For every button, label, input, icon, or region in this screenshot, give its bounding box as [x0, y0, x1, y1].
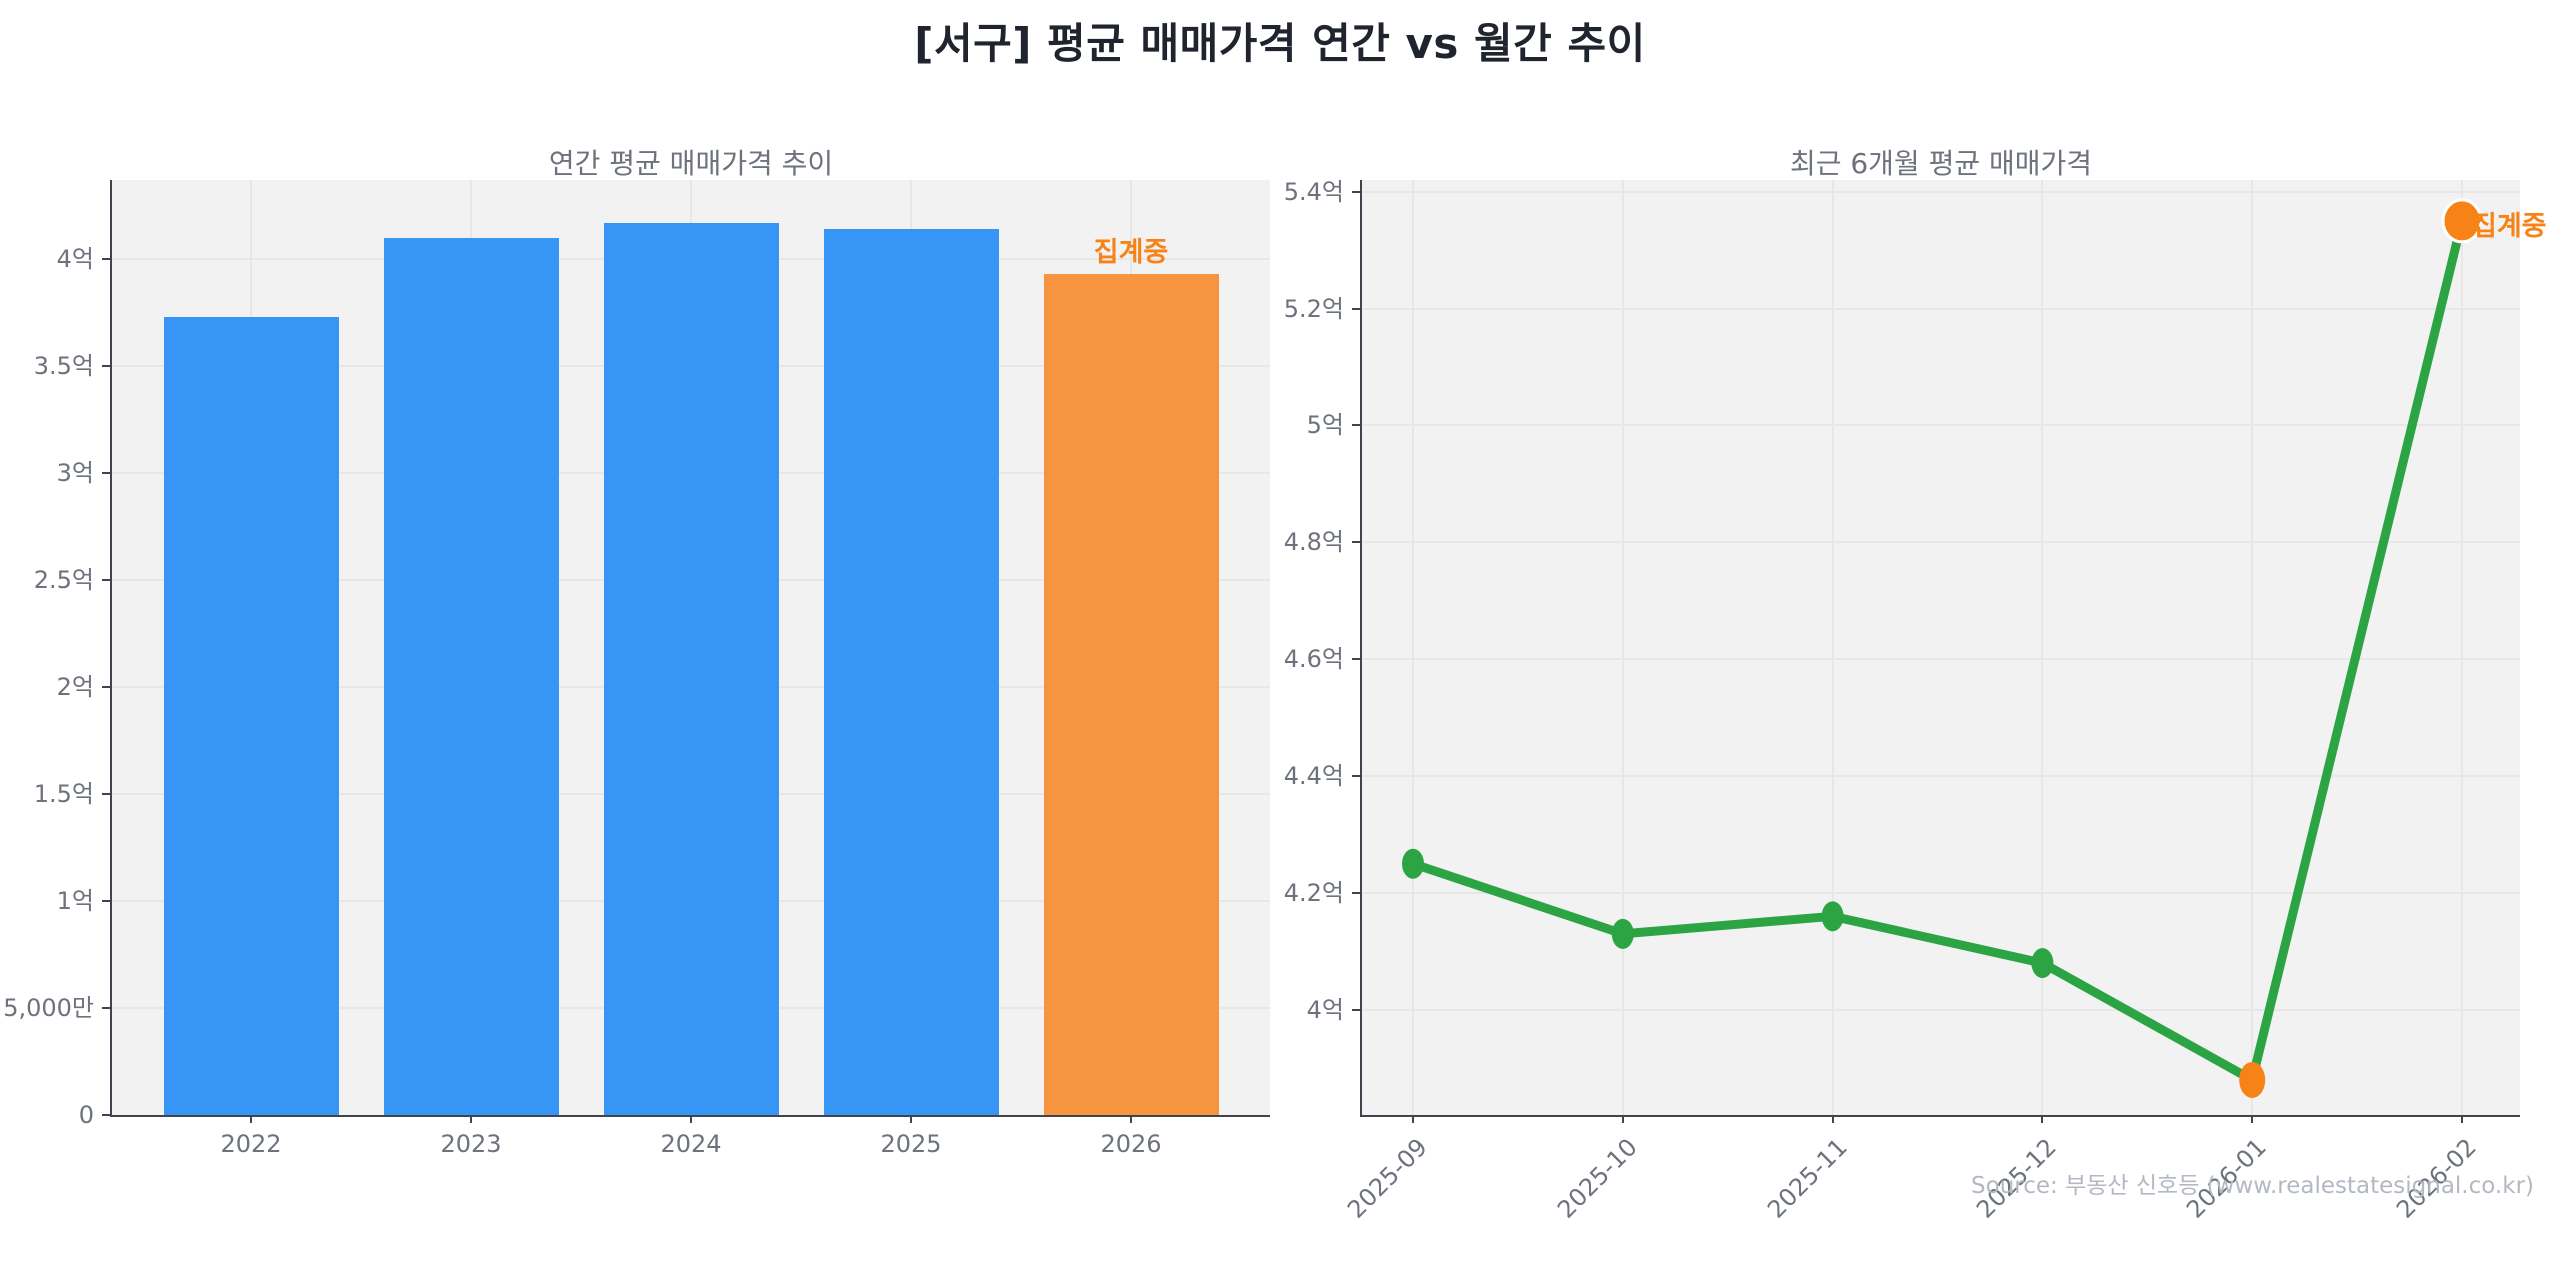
x-tick-mark: [2461, 1115, 2463, 1123]
x-tick-label: 2023: [440, 1130, 502, 1158]
source-credit: Source: 부동산 신호등 (www.realestatesignal.co…: [1971, 1173, 2534, 1199]
v-gridline: [1831, 180, 1834, 1115]
x-tick-label: 2025: [880, 1130, 942, 1158]
y-axis-line: [110, 180, 112, 1117]
h-gridline: [1362, 775, 2520, 778]
data-point-2025-11: [1821, 901, 1844, 932]
x-tick-mark: [1130, 1115, 1132, 1123]
y-tick-mark: [102, 258, 110, 261]
y-tick-label: 4.6억: [1283, 645, 1344, 674]
x-tick-label: 2025-09: [1342, 1133, 1433, 1224]
data-point-2025-10: [1611, 918, 1634, 949]
x-axis-line: [1360, 1115, 2520, 1117]
aggregating-label: 집계중: [2472, 210, 2547, 242]
x-tick-mark: [1621, 1115, 1624, 1123]
v-gridline: [2041, 180, 2044, 1115]
trend-line-canvas: [1402, 198, 2483, 1098]
monthly-chart-title: 최근 6개월 평균 매매가격: [1789, 147, 2093, 180]
x-tick-label: 2024: [660, 1130, 722, 1158]
y-tick-mark: [1352, 775, 1360, 778]
x-tick-mark: [1831, 1115, 1834, 1123]
annual-plot-area: 0 5,000만 1억 1.5억 2억 2.5억 3억 3.5억 4억 2022 2023 2024 2…: [3, 180, 1270, 1158]
annual-chart-title: 연간 평균 매매가격 추이: [548, 147, 834, 180]
data-point-2025-09: [1402, 848, 1424, 879]
y-tick-label: 4억: [56, 245, 94, 274]
x-tick-mark: [250, 1115, 252, 1123]
y-tick-mark: [1352, 190, 1360, 193]
h-gridline: [1362, 1008, 2520, 1011]
y-tick-mark: [102, 472, 110, 475]
y-tick-mark: [1352, 891, 1360, 894]
v-gridline: [1412, 180, 1414, 1115]
x-tick-label: 2026: [1100, 1130, 1162, 1158]
y-tick-label: 1억: [56, 887, 94, 916]
y-tick-label: 2억: [56, 673, 94, 702]
page-title: [서구] 평균 매매가격 연간 vs 월간 추이: [914, 19, 1646, 68]
y-tick-label: 5억: [1306, 411, 1344, 440]
y-tick-label: 4.8억: [1283, 528, 1344, 557]
v-gridline: [1621, 180, 1624, 1115]
plot-background: [1362, 180, 2520, 1115]
h-gridline: [1362, 190, 2520, 193]
y-tick-label: 1.5억: [33, 780, 94, 809]
x-tick-label: 2022: [220, 1130, 282, 1158]
x-tick-mark: [690, 1115, 692, 1123]
y-tick-mark: [102, 365, 110, 368]
y-tick-label: 3.5억: [33, 352, 94, 381]
y-tick-label: 4억: [1306, 995, 1344, 1024]
x-tick-mark: [2041, 1115, 2044, 1123]
y-tick-mark: [102, 579, 110, 582]
y-tick-mark: [102, 1114, 110, 1116]
y-tick-mark: [102, 793, 110, 796]
h-gridline: [1362, 658, 2520, 661]
y-tick-mark: [102, 900, 110, 903]
v-gridline: [2461, 180, 2463, 1115]
bar-2023: [383, 237, 559, 1115]
x-tick-label: 2025-10: [1551, 1133, 1643, 1224]
y-tick-mark: [1352, 424, 1360, 427]
y-axis-line: [1360, 180, 1362, 1117]
y-tick-mark: [102, 1007, 110, 1010]
y-tick-label: 4.4억: [1283, 762, 1344, 791]
y-tick-label: 3억: [56, 459, 94, 488]
bar-2026: [1043, 274, 1219, 1115]
y-tick-mark: [1352, 541, 1360, 544]
bar-2022: [163, 316, 339, 1115]
data-point-2025-12: [2031, 948, 2054, 979]
x-tick-mark: [1412, 1115, 1414, 1123]
y-tick-label: 5,000만: [3, 994, 94, 1023]
y-tick-label: 5.2억: [1283, 294, 1344, 323]
y-tick-label: 2.5억: [33, 566, 94, 595]
h-gridline: [1362, 424, 2520, 427]
aggregating-label: 집계중: [1093, 237, 1169, 269]
x-tick-mark: [910, 1115, 912, 1123]
y-tick-label: 0: [78, 1101, 94, 1129]
v-gridline: [2251, 180, 2254, 1115]
y-tick-mark: [1352, 658, 1360, 661]
h-gridline: [1362, 541, 2520, 544]
h-gridline: [1362, 891, 2520, 894]
x-tick-mark: [470, 1115, 472, 1123]
data-point-2026-02: [2441, 198, 2483, 244]
y-tick-label: 5.4억: [1283, 177, 1344, 206]
y-tick-mark: [1352, 1008, 1360, 1011]
data-point-2026-01: [2239, 1061, 2266, 1098]
x-tick-label: 2025-11: [1761, 1133, 1853, 1224]
y-tick-mark: [1352, 307, 1360, 310]
trend-line: [1408, 216, 2467, 1085]
bar-2024: [603, 222, 779, 1115]
y-tick-mark: [102, 686, 110, 689]
x-tick-mark: [2251, 1115, 2254, 1123]
monthly-plot-area: 4억 4.2억 4.4억 4.6억 4.8억 5억 5.2억 5.4억 2025-09 2025-…: [1284, 178, 2547, 1224]
y-tick-label: 4.2억: [1283, 878, 1344, 907]
h-gridline: [1362, 307, 2520, 310]
figure: [서구] 평균 매매가격 연간 vs 월간 추이 연간 평균 매매가격 추이 0…: [3, 19, 2547, 1224]
bar-2025: [823, 229, 999, 1115]
